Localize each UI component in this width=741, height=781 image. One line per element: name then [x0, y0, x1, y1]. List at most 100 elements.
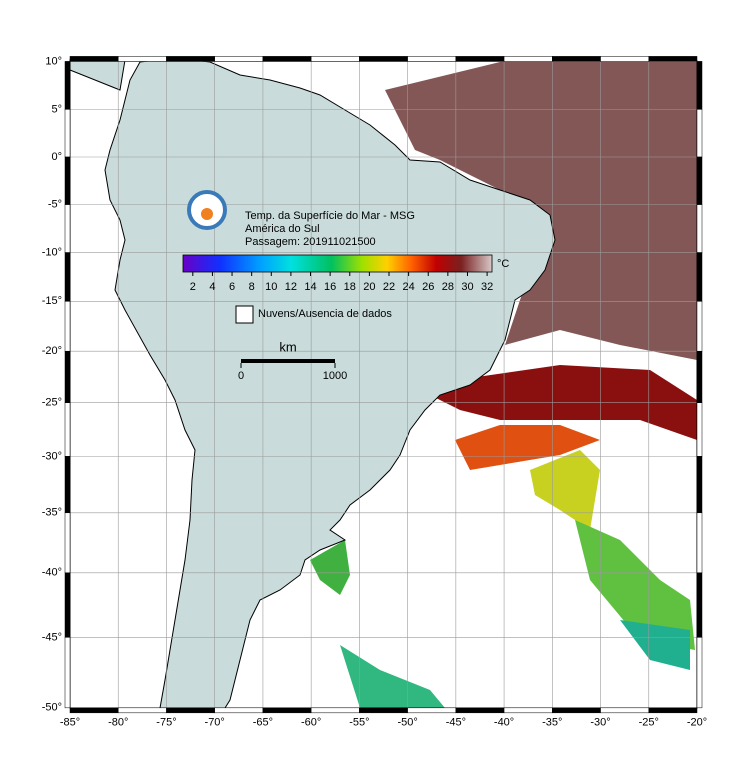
pass-time: Passagem: 201911021500	[245, 236, 376, 248]
frame-segment	[503, 707, 553, 714]
y-tick-label: 10°	[45, 55, 62, 67]
scalebar-unit: km	[279, 339, 296, 354]
x-tick-label: -20°	[687, 717, 707, 729]
colorbar-tick-label: 18	[344, 281, 356, 293]
y-tick-label: -20°	[42, 345, 62, 357]
frame-segment	[503, 56, 553, 62]
frame-segment	[696, 109, 703, 158]
x-tick-label: -40°	[494, 717, 514, 729]
y-tick-label: -40°	[42, 567, 62, 579]
frame-segment	[64, 512, 71, 574]
colorbar-tick-label: 32	[481, 281, 493, 293]
colorbar-tick-label: 10	[265, 281, 277, 293]
frame-segment	[696, 402, 703, 457]
x-tick-label: -45°	[446, 717, 466, 729]
frame-segment	[64, 301, 71, 352]
frame-segment	[262, 707, 312, 714]
frame-segment	[696, 512, 703, 574]
frame-segment	[214, 707, 264, 714]
sst-warm	[385, 62, 697, 360]
frame-segment	[64, 204, 71, 253]
frame-segment	[696, 252, 703, 302]
frame-segment	[64, 637, 71, 709]
frame-segment	[359, 707, 408, 714]
colorbar-unit: °C	[497, 258, 509, 270]
colorbar-tick-label: 30	[461, 281, 473, 293]
frame-segment	[696, 350, 703, 403]
sst-20	[530, 450, 600, 530]
frame-segment	[262, 56, 312, 62]
x-tick-label: -55°	[349, 717, 369, 729]
frame-segment	[117, 56, 167, 62]
frame-segment	[64, 402, 71, 457]
frame-segment	[64, 572, 71, 638]
y-tick-label: -35°	[42, 507, 62, 519]
frame-segment	[407, 56, 457, 62]
scalebar-label: 1000	[323, 370, 347, 382]
x-tick-label: -65°	[253, 717, 273, 729]
x-tick-label: -35°	[542, 717, 562, 729]
y-tick-label: -10°	[42, 247, 62, 259]
frame-segment	[69, 56, 119, 62]
colorbar-tick-label: 28	[442, 281, 454, 293]
frame-segment	[648, 56, 698, 62]
colorbar-tick-label: 4	[209, 281, 215, 293]
frame-segment	[64, 350, 71, 403]
frame-segment	[214, 56, 264, 62]
y-tick-label: -5°	[48, 199, 62, 211]
frame-segment	[166, 56, 215, 62]
colorbar-tick-label: 22	[383, 281, 395, 293]
frame-segment	[552, 707, 601, 714]
x-tick-label: -70°	[205, 717, 225, 729]
y-tick-label: -30°	[42, 450, 62, 462]
frame-segment	[64, 156, 71, 205]
subtitle: América do Sul	[245, 223, 320, 235]
frame-segment	[696, 61, 703, 110]
y-tick-label: 0°	[51, 151, 62, 163]
colorbar-tick-label: 24	[402, 281, 414, 293]
sst-12b	[340, 645, 445, 708]
colorbar-tick-label: 16	[324, 281, 336, 293]
colorbar-tick-label: 26	[422, 281, 434, 293]
frame-segment	[600, 56, 650, 62]
frame-segment	[696, 204, 703, 253]
x-tick-label: -60°	[301, 717, 321, 729]
frame-segment	[696, 156, 703, 205]
frame-segment	[696, 301, 703, 352]
y-tick-label: -45°	[42, 631, 62, 643]
frame-border	[64, 56, 703, 714]
frame-segment	[166, 707, 215, 714]
scalebar-label: 0	[238, 370, 244, 382]
title: Temp. da Superfície do Mar - MSG	[245, 210, 415, 222]
x-tick-label: -75°	[156, 717, 176, 729]
x-tick-label: -80°	[108, 717, 128, 729]
x-tick-label: -30°	[590, 717, 610, 729]
colorbar-tick-label: 12	[285, 281, 297, 293]
colorbar-tick-label: 8	[249, 281, 255, 293]
labels: -85° -80° -75° -70° -65° -60° -55° -50° -45° -40°…	[42, 55, 707, 728]
logo	[187, 190, 227, 230]
colorbar-tick-label: 2	[190, 281, 196, 293]
frame-segment	[600, 707, 650, 714]
sst-24	[455, 425, 600, 470]
colorbar-tick-label: 6	[229, 281, 235, 293]
x-tick-label: -85°	[60, 717, 80, 729]
frame-segment	[64, 109, 71, 158]
frame-segment	[407, 707, 457, 714]
legend-swatch	[235, 305, 254, 324]
x-tick-label: -50°	[397, 717, 417, 729]
y-tick-label: 5°	[51, 103, 62, 115]
legend-label: Nuvens/Ausencia de dados	[258, 308, 392, 320]
y-tick-label: -15°	[42, 295, 62, 307]
colorbar	[182, 254, 493, 273]
sst-16	[575, 520, 695, 650]
frame-segment	[117, 707, 167, 714]
frame-segment	[552, 56, 601, 62]
frame-segment	[64, 456, 71, 514]
frame-segment	[359, 56, 408, 62]
frame-segment	[64, 61, 71, 110]
sst-14	[310, 540, 350, 595]
colorbar-tick-label: 20	[363, 281, 375, 293]
x-tick-label: -25°	[639, 717, 659, 729]
